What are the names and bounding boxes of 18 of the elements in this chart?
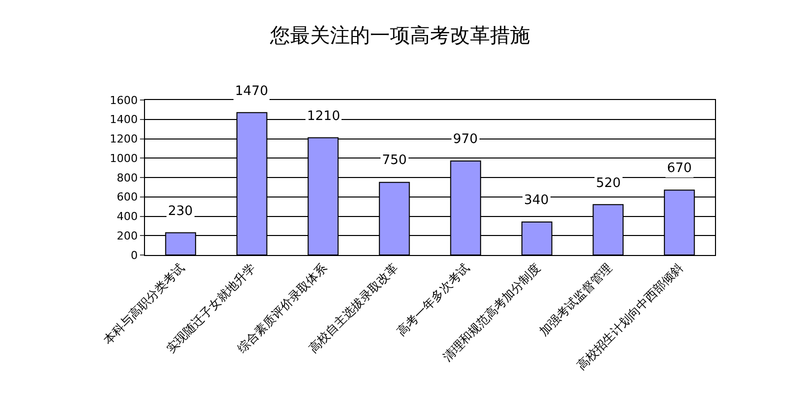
y-tick-label: 800 bbox=[116, 171, 138, 184]
data-label: 750 bbox=[382, 153, 407, 168]
data-label: 520 bbox=[596, 176, 621, 191]
data-label: 970 bbox=[453, 132, 478, 147]
y-tick-label: 1200 bbox=[110, 132, 138, 146]
y-tick-label: 0 bbox=[130, 248, 138, 262]
data-label: 670 bbox=[667, 161, 692, 176]
y-tick-label: 600 bbox=[116, 190, 138, 204]
data-label: 1210 bbox=[307, 109, 340, 124]
y-tick-label: 1600 bbox=[110, 94, 138, 107]
y-tick-label: 1400 bbox=[110, 113, 138, 126]
y-tick-label: 1000 bbox=[110, 152, 138, 165]
data-label: 340 bbox=[524, 193, 549, 208]
y-tick-label: 200 bbox=[116, 229, 138, 242]
y-tick-label: 400 bbox=[116, 210, 138, 224]
data-label: 1470 bbox=[235, 84, 268, 99]
chart-title: 您最关注的一项高考改革措施 bbox=[269, 23, 530, 47]
data-label: 230 bbox=[168, 204, 193, 219]
